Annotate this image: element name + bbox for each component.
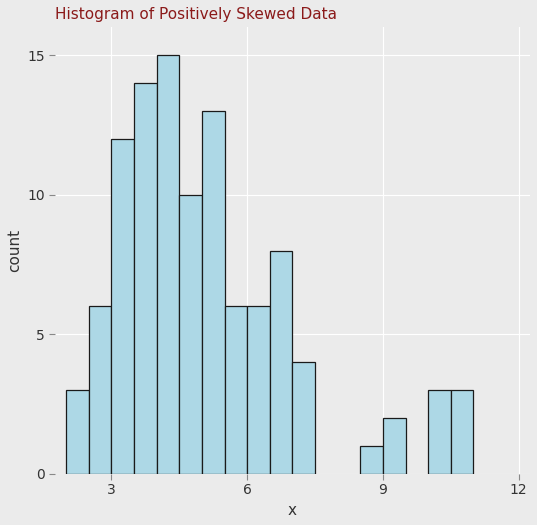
Bar <box>66 390 89 474</box>
Bar <box>383 418 405 474</box>
Bar <box>428 390 451 474</box>
Bar <box>157 55 179 474</box>
Bar <box>293 362 315 474</box>
Bar <box>360 446 383 474</box>
Bar <box>89 307 111 474</box>
Bar <box>202 111 224 474</box>
Bar <box>270 250 293 474</box>
Bar <box>111 139 134 474</box>
X-axis label: x: x <box>288 503 297 518</box>
Bar <box>134 83 157 474</box>
Text: Histogram of Positively Skewed Data: Histogram of Positively Skewed Data <box>55 7 337 22</box>
Y-axis label: count: count <box>7 229 22 272</box>
Bar <box>247 307 270 474</box>
Bar <box>179 195 202 474</box>
Bar <box>451 390 474 474</box>
Bar <box>224 307 247 474</box>
